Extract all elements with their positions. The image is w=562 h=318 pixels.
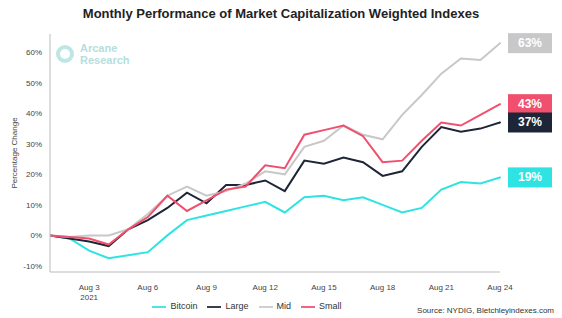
html-text:Arcane Research: Arcane Research [80,42,130,66]
svg-text:40%: 40% [26,109,42,118]
svg-text:Aug 12: Aug 12 [253,283,279,292]
svg-text:2021: 2021 [80,293,98,302]
svg-text:Aug 6: Aug 6 [137,283,158,292]
svg-text:0%: 0% [30,231,42,240]
html-text:Source: NYDIG, Bletchleyindexe: Source: NYDIG, Bletchleyindexes.com [417,306,554,315]
svg-text:50%: 50% [26,79,42,88]
svg-text:19%: 19% [518,170,542,184]
svg-text:Percentage Change: Percentage Change [10,117,19,189]
svg-text:60%: 60% [26,48,42,57]
svg-text:Aug 21: Aug 21 [429,283,455,292]
svg-text:10%: 10% [26,201,42,210]
svg-text:63%: 63% [518,36,542,50]
svg-text:-10%: -10% [23,262,42,271]
svg-text:30%: 30% [26,140,42,149]
svg-text:Aug 15: Aug 15 [311,283,337,292]
svg-text:20%: 20% [26,170,42,179]
html-text:Large: Large [225,301,249,312]
svg-text:Aug 3: Aug 3 [79,283,100,292]
html-text:Small: Small [319,301,342,312]
svg-text:43%: 43% [518,97,542,111]
html-text:Mid: Mid [276,301,291,312]
svg-text:Aug 18: Aug 18 [370,283,396,292]
html-text:Bitcoin: Bitcoin [170,301,198,312]
svg-text:Aug 9: Aug 9 [196,283,217,292]
svg-text:37%: 37% [518,115,542,129]
svg-text:Aug 24: Aug 24 [487,283,513,292]
html-text:Monthly Performance of Market: Monthly Performance of Market Capitaliza… [82,6,480,21]
